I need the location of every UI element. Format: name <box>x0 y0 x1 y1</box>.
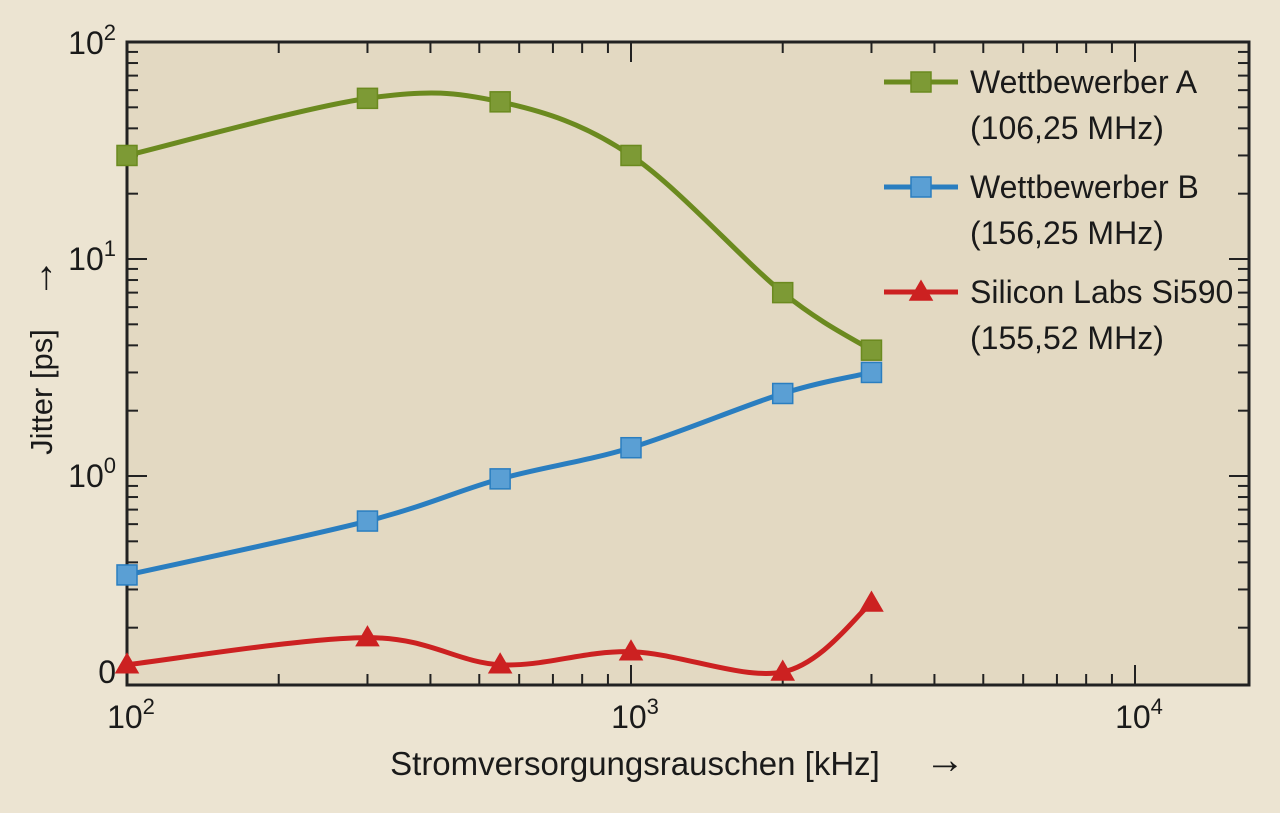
data-point-marker <box>355 625 380 647</box>
y-tick-label: 101 <box>68 236 116 277</box>
series-layer <box>114 87 884 681</box>
data-point-marker <box>489 468 511 490</box>
data-point-marker <box>620 436 642 459</box>
x-tick-base: 10 <box>611 699 647 735</box>
data-point-marker <box>114 652 140 674</box>
data-point-marker <box>860 361 883 384</box>
legend-swatch-marker <box>908 279 934 301</box>
data-point-marker <box>771 281 794 304</box>
data-point-marker <box>489 91 511 113</box>
y-tick-base: 10 <box>68 241 104 277</box>
data-point-marker <box>618 639 644 661</box>
x-tick-label: 103 <box>611 694 659 735</box>
y-tick-exponent: 1 <box>104 236 116 261</box>
data-point-marker <box>356 510 379 532</box>
legend-label: Wettbewerber A <box>970 64 1198 100</box>
legend-sublabel: (155,52 MHz) <box>970 320 1164 356</box>
x-tick-label: 104 <box>1115 694 1163 735</box>
y-axis-title: Jitter [ps] <box>24 329 59 455</box>
y-axis-arrow: → <box>18 258 62 298</box>
y-tick-base: 10 <box>68 25 104 61</box>
data-point-marker <box>487 652 513 674</box>
series-2 <box>116 361 883 586</box>
y-tick-exponent: 0 <box>104 453 116 478</box>
y-tick-exponent: 2 <box>104 20 116 45</box>
data-point-marker <box>116 564 138 586</box>
legend: Wettbewerber A (106,25 MHz) Wettbewerber B… <box>884 64 1233 356</box>
x-axis-title: Stromversorgungsrauschen [kHz] <box>390 745 880 782</box>
x-tick-exponent: 2 <box>143 694 155 719</box>
data-point-marker <box>771 382 794 405</box>
data-point-marker <box>770 659 796 681</box>
data-point-marker <box>620 144 642 167</box>
legend-sublabel: (156,25 MHz) <box>970 215 1164 251</box>
legend-swatch-marker <box>910 176 932 198</box>
x-tick-base: 10 <box>1115 699 1151 735</box>
x-axis-arrow: → <box>925 738 965 782</box>
x-tick-exponent: 4 <box>1151 694 1163 719</box>
data-point-marker <box>356 87 379 110</box>
data-point-marker <box>116 144 138 167</box>
plot-area <box>125 40 1251 687</box>
legend-item: Wettbewerber B (156,25 MHz) <box>884 169 1199 251</box>
legend-sublabel: (106,25 MHz) <box>970 110 1164 146</box>
x-tick-label: 102 <box>107 694 155 735</box>
x-tick-exponent: 3 <box>647 694 659 719</box>
legend-item: Silicon Labs Si590 (155,52 MHz) <box>884 274 1233 356</box>
x-tick-labels: 102 103 104 <box>107 694 1163 735</box>
legend-item: Wettbewerber A (106,25 MHz) <box>884 64 1198 146</box>
series-3 <box>114 590 884 681</box>
y-tick-label: 102 <box>68 20 116 61</box>
y-tick-label: 0 <box>98 654 116 690</box>
y-tick-base: 0 <box>98 654 116 690</box>
legend-label: Silicon Labs Si590 <box>970 274 1233 310</box>
legend-swatch-marker <box>910 71 932 93</box>
data-point-marker <box>860 339 883 361</box>
y-tick-base: 10 <box>68 458 104 494</box>
legend-label: Wettbewerber B <box>970 169 1199 205</box>
x-tick-base: 10 <box>107 699 143 735</box>
y-tick-label: 100 <box>68 453 116 494</box>
data-point-marker <box>859 590 884 612</box>
series-1 <box>116 87 883 361</box>
